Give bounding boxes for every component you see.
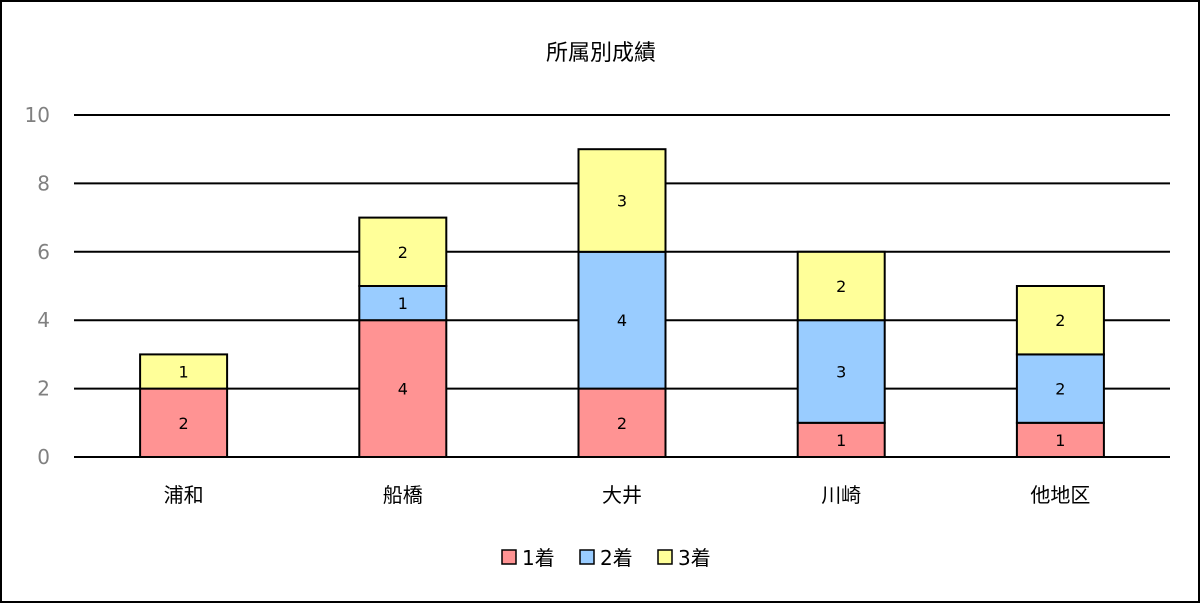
data-label: 2: [179, 414, 189, 433]
y-tick-label: 4: [37, 308, 50, 332]
bar-segment: [1015, 353, 1105, 424]
y-tick-label: 10: [25, 103, 50, 127]
bar-segment: [139, 353, 229, 390]
y-tick-label: 8: [37, 171, 50, 195]
data-label: 2: [398, 243, 408, 262]
bar-segment: [358, 319, 448, 459]
chart-title: 所属別成績: [546, 41, 656, 66]
x-tick-label: 浦和: [164, 483, 204, 507]
bar-segment: [577, 148, 667, 253]
x-tick-label: 川崎: [821, 483, 861, 507]
x-tick-label: 他地区: [1030, 483, 1090, 507]
bar-segment: [796, 250, 886, 322]
bar-segment: [577, 387, 667, 459]
legend-label: 2着: [600, 546, 633, 570]
y-tick-label: 0: [37, 445, 50, 469]
bar-segment: [577, 250, 667, 390]
bar-segment: [139, 387, 229, 459]
bar-segment: [358, 216, 448, 288]
data-label: 2: [1055, 380, 1065, 399]
x-axis-ticks: 浦和 船橋 大井 川崎 他地区: [164, 483, 1091, 507]
data-label: 4: [617, 311, 627, 330]
legend: 1着 2着 3着: [501, 546, 711, 570]
y-tick-label: 2: [37, 377, 50, 401]
data-label: 2: [836, 277, 846, 296]
data-label: 1: [836, 431, 846, 450]
legend-label: 3着: [678, 546, 711, 570]
bar-segment: [1015, 285, 1105, 356]
x-tick-label: 大井: [602, 483, 642, 507]
data-label: 2: [617, 414, 627, 433]
legend-swatch: [579, 549, 595, 565]
legend-swatch: [501, 549, 517, 565]
data-label: 3: [617, 192, 627, 211]
data-label: 2: [1055, 311, 1065, 330]
data-label: 4: [398, 380, 408, 399]
data-label: 1: [1055, 431, 1065, 450]
bar-segment: [796, 319, 886, 424]
y-axis-ticks: 0 2 4 6 8 10: [25, 103, 50, 469]
data-label: 1: [398, 294, 408, 313]
legend-label: 1着: [522, 546, 555, 570]
data-label: 3: [836, 363, 846, 382]
bars: [139, 148, 1105, 459]
x-tick-label: 船橋: [383, 483, 423, 507]
data-labels: 2 1 4 1 2 2 4 3 1 3 2 1 2 2: [179, 192, 1066, 450]
data-label: 1: [179, 363, 189, 382]
y-tick-label: 6: [37, 240, 50, 264]
legend-swatch: [657, 549, 673, 565]
